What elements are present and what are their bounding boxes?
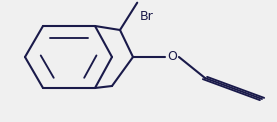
Text: Br: Br (140, 10, 154, 23)
Text: O: O (167, 51, 177, 63)
